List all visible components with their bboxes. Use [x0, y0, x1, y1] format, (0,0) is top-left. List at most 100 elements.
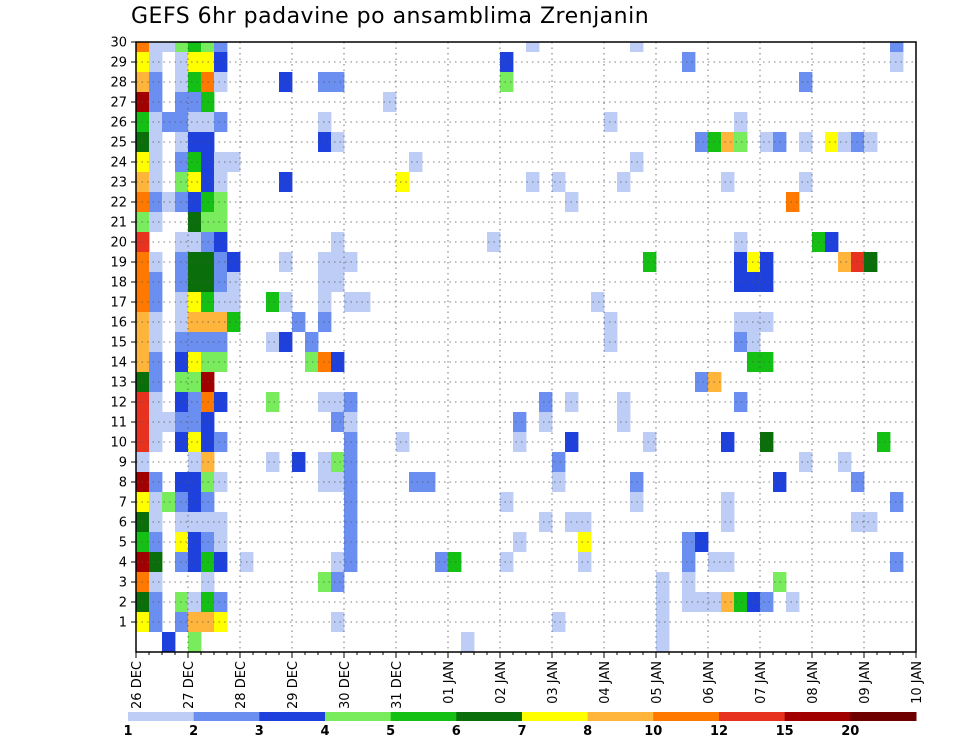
heatmap-cell	[149, 352, 163, 372]
heatmap-cell	[188, 452, 202, 472]
heatmap-cell	[721, 172, 735, 192]
heatmap-cell	[188, 112, 202, 132]
heatmap-cell	[864, 512, 878, 532]
heatmap-cell	[188, 512, 202, 532]
y-tick-label: 28	[110, 76, 127, 91]
heatmap-cell	[149, 492, 163, 512]
colorbar-swatch	[193, 712, 260, 721]
heatmap-cell	[331, 132, 345, 152]
heatmap-cell	[188, 332, 202, 352]
heatmap-cell	[162, 412, 176, 432]
heatmap-cell	[695, 132, 709, 152]
heatmap-cell	[149, 472, 163, 492]
heatmap-cell	[162, 42, 176, 52]
heatmap-cell	[162, 192, 176, 212]
heatmap-cell	[461, 632, 475, 652]
heatmap-cell	[175, 332, 189, 352]
y-tick-label: 1	[119, 616, 127, 631]
heatmap-cell	[214, 292, 228, 312]
heatmap-cell	[175, 132, 189, 152]
heatmap-cell	[318, 452, 332, 472]
heatmap-cell	[149, 52, 163, 72]
heatmap-cell	[734, 252, 748, 272]
heatmap-cell	[331, 252, 345, 272]
heatmap-cell	[331, 472, 345, 492]
heatmap-cell	[513, 412, 527, 432]
y-tick-label: 15	[110, 336, 127, 351]
heatmap-cell	[734, 112, 748, 132]
heatmap-cell	[266, 332, 280, 352]
colorbar-swatch	[522, 712, 589, 721]
heatmap-cell	[149, 412, 163, 432]
heatmap-cell	[500, 492, 514, 512]
heatmap-cell	[760, 592, 774, 612]
heatmap-cell	[214, 332, 228, 352]
heatmap-cell	[227, 272, 241, 292]
heatmap-cell	[877, 432, 891, 452]
heatmap-cell	[656, 592, 670, 612]
heatmap-cell	[578, 552, 592, 572]
heatmap-cell	[292, 452, 306, 472]
heatmap-cell	[162, 492, 176, 512]
y-tick-label: 21	[110, 216, 127, 231]
heatmap-cell	[149, 512, 163, 532]
heatmap-cell	[799, 72, 813, 92]
heatmap-cell	[188, 352, 202, 372]
heatmap-cell	[149, 572, 163, 592]
x-axis: 26 DEC 27 DEC 28 DEC 29 DEC 30 DEC 31 DEC 01 J…	[130, 652, 925, 709]
heatmap-cell	[526, 42, 540, 52]
heatmap-cell	[331, 552, 345, 572]
heatmap-cell	[175, 492, 189, 512]
heatmap-cell	[318, 272, 332, 292]
heatmap-cell	[214, 532, 228, 552]
heatmap-cell	[175, 72, 189, 92]
heatmap-cell	[188, 172, 202, 192]
heatmap-cell	[838, 252, 852, 272]
heatmap-cell	[318, 132, 332, 152]
heatmap-cell	[149, 172, 163, 192]
heatmap-cell	[721, 132, 735, 152]
heatmap-cell	[175, 112, 189, 132]
heatmap-cell	[305, 352, 319, 372]
colorbar-swatch	[784, 712, 851, 721]
heatmap-cell	[864, 252, 878, 272]
heatmap-cell	[149, 612, 163, 632]
heatmap-cell	[175, 392, 189, 412]
heatmap-cell	[175, 42, 189, 52]
x-tick-label: 02 JAN	[494, 661, 509, 704]
colorbar-swatch	[653, 712, 720, 721]
x-tick-label: 03 JAN	[546, 661, 561, 704]
heatmap-cell	[747, 592, 761, 612]
heatmap-cell	[890, 492, 904, 512]
heatmap-cell	[149, 92, 163, 112]
heatmap-cell	[214, 312, 228, 332]
heatmap-cell	[318, 252, 332, 272]
heatmap-cell	[149, 72, 163, 92]
y-tick-label: 2	[119, 596, 127, 611]
heatmap-cell	[539, 392, 553, 412]
heatmap-cell	[591, 292, 605, 312]
heatmap-cell	[682, 572, 696, 592]
y-tick-label: 16	[110, 316, 127, 331]
heatmap-cell	[214, 432, 228, 452]
heatmap-cells	[136, 42, 904, 652]
heatmap-cell	[721, 552, 735, 572]
heatmap-cell	[188, 42, 202, 52]
heatmap-cell	[214, 392, 228, 412]
heatmap-cell	[617, 392, 631, 412]
heatmap-cell	[682, 592, 696, 612]
heatmap-cell	[747, 312, 761, 332]
x-tick-label: 09 JAN	[858, 661, 873, 704]
x-tick-label: 28 DEC	[234, 661, 249, 709]
heatmap-cell	[149, 392, 163, 412]
heatmap-cell	[266, 452, 280, 472]
heatmap-cell	[188, 372, 202, 392]
heatmap-cell	[890, 42, 904, 52]
heatmap-cell	[162, 112, 176, 132]
heatmap-cell	[838, 132, 852, 152]
heatmap-cell	[149, 312, 163, 332]
heatmap-cell	[318, 112, 332, 132]
heatmap-cell	[552, 172, 566, 192]
heatmap-cell	[214, 512, 228, 532]
